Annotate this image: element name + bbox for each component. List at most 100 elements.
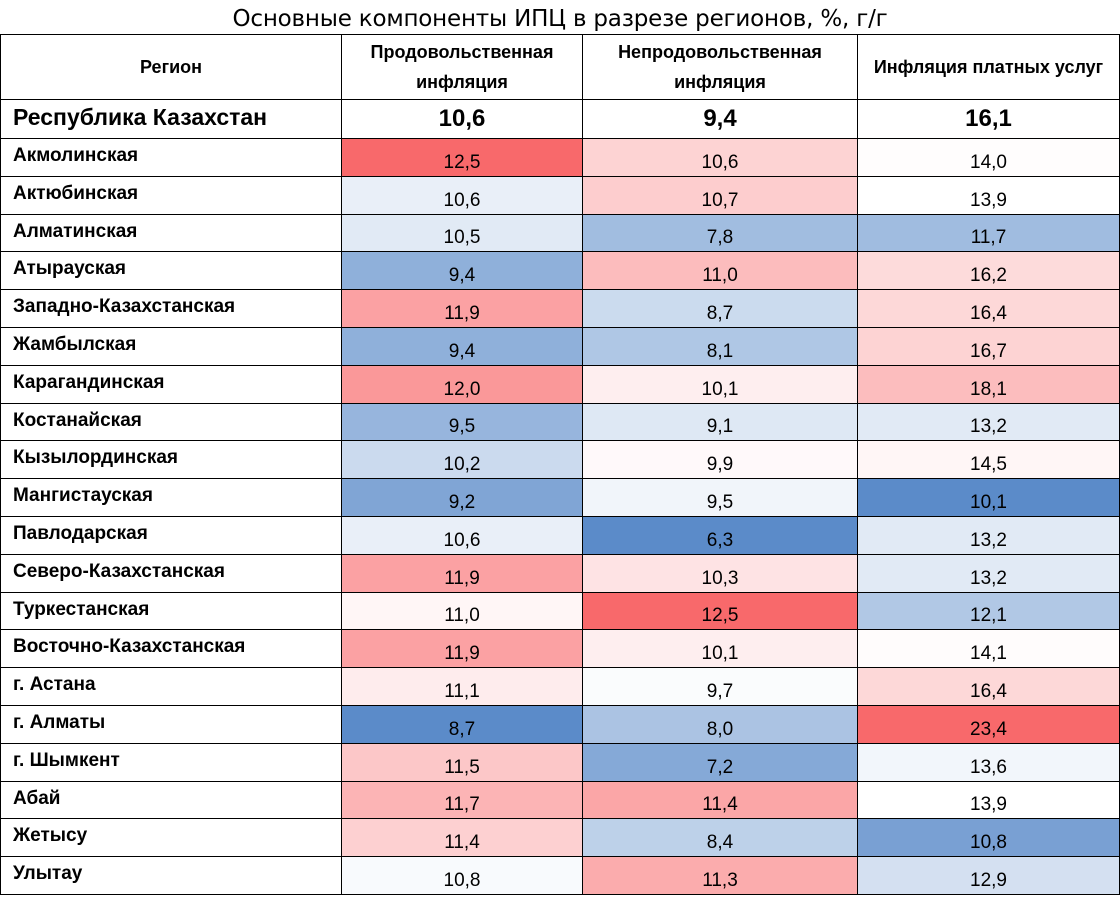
region-name: Атырауская xyxy=(0,251,342,291)
region-name: Карагандинская xyxy=(0,364,342,404)
table-row: Павлодарская 10,6 6,3 13,2 xyxy=(0,515,1120,555)
cell-services: 10,8 xyxy=(857,818,1120,858)
region-name: Улытау xyxy=(0,856,342,895)
total-food: 10,6 xyxy=(341,99,583,139)
cell-services: 11,7 xyxy=(857,213,1120,253)
cell-nonfood: 10,1 xyxy=(582,629,858,669)
region-name: Акмолинская xyxy=(0,138,342,177)
cell-food: 11,9 xyxy=(341,629,583,669)
cell-nonfood: 9,7 xyxy=(582,667,858,706)
cell-services: 23,4 xyxy=(857,704,1120,744)
cell-services: 18,1 xyxy=(857,364,1120,404)
cell-services: 13,9 xyxy=(857,780,1120,820)
region-name: Туркестанская xyxy=(0,591,342,631)
region-name: Жамбылская xyxy=(0,326,342,366)
region-name: Жетысу xyxy=(0,818,342,858)
cell-nonfood: 7,2 xyxy=(582,742,858,782)
cell-services: 12,1 xyxy=(857,591,1120,631)
cell-services: 16,4 xyxy=(857,289,1120,328)
cell-nonfood: 10,3 xyxy=(582,553,858,593)
table-row: Жетысу 11,4 8,4 10,8 xyxy=(0,818,1120,858)
cell-food: 9,4 xyxy=(341,251,583,291)
cell-food: 10,6 xyxy=(341,175,583,215)
header-row: Регион Продовольственная инфляция Непрод… xyxy=(0,34,1120,100)
cell-food: 10,5 xyxy=(341,213,583,253)
table-row: Восточно-Казахстанская 11,9 10,1 14,1 xyxy=(0,629,1120,669)
region-name: г. Астана xyxy=(0,667,342,706)
cell-nonfood: 8,4 xyxy=(582,818,858,858)
table-row: Туркестанская 11,0 12,5 12,1 xyxy=(0,591,1120,631)
cell-nonfood: 12,5 xyxy=(582,591,858,631)
table-row: Атырауская 9,4 11,0 16,2 xyxy=(0,251,1120,291)
total-nonfood: 9,4 xyxy=(582,99,858,139)
cell-nonfood: 11,3 xyxy=(582,856,858,895)
cell-food: 9,2 xyxy=(341,478,583,517)
table-row: Жамбылская 9,4 8,1 16,7 xyxy=(0,326,1120,366)
cell-food: 9,5 xyxy=(341,402,583,442)
cell-nonfood: 10,7 xyxy=(582,175,858,215)
cell-nonfood: 9,1 xyxy=(582,402,858,442)
table-row: Абай 11,7 11,4 13,9 xyxy=(0,780,1120,820)
total-services: 16,1 xyxy=(857,99,1120,139)
cell-food: 11,1 xyxy=(341,667,583,706)
cell-nonfood: 8,0 xyxy=(582,704,858,744)
region-name: Абай xyxy=(0,780,342,820)
cell-services: 13,9 xyxy=(857,175,1120,215)
table-row: Улытау 10,8 11,3 12,9 xyxy=(0,856,1120,895)
cell-services: 14,5 xyxy=(857,440,1120,480)
cell-food: 10,8 xyxy=(341,856,583,895)
cell-nonfood: 10,1 xyxy=(582,364,858,404)
cell-services: 10,1 xyxy=(857,478,1120,517)
cell-nonfood: 8,1 xyxy=(582,326,858,366)
cell-food: 11,0 xyxy=(341,591,583,631)
cell-services: 13,2 xyxy=(857,553,1120,593)
cpi-heatmap-table: Регион Продовольственная инфляция Непрод… xyxy=(0,34,1120,895)
region-name: Восточно-Казахстанская xyxy=(0,629,342,669)
table-row: Западно-Казахстанская 11,9 8,7 16,4 xyxy=(0,289,1120,328)
region-name: Мангистауская xyxy=(0,478,342,517)
header-nonfood-inflation: Непродовольственная инфляция xyxy=(582,34,858,100)
region-name: Северо-Казахстанская xyxy=(0,553,342,593)
cell-food: 11,9 xyxy=(341,553,583,593)
region-name: Кызылординская xyxy=(0,440,342,480)
table-row: Актюбинская 10,6 10,7 13,9 xyxy=(0,175,1120,215)
region-name: Западно-Казахстанская xyxy=(0,289,342,328)
header-region: Регион xyxy=(0,34,342,100)
region-name: Алматинская xyxy=(0,213,342,253)
cell-services: 12,9 xyxy=(857,856,1120,895)
cell-services: 16,2 xyxy=(857,251,1120,291)
cell-food: 11,4 xyxy=(341,818,583,858)
table-row: Кызылординская 10,2 9,9 14,5 xyxy=(0,440,1120,480)
cell-nonfood: 11,4 xyxy=(582,780,858,820)
cell-services: 13,2 xyxy=(857,515,1120,555)
cell-nonfood: 7,8 xyxy=(582,213,858,253)
cell-nonfood: 9,9 xyxy=(582,440,858,480)
table-row: Северо-Казахстанская 11,9 10,3 13,2 xyxy=(0,553,1120,593)
region-name: Павлодарская xyxy=(0,515,342,555)
cell-services: 16,4 xyxy=(857,667,1120,706)
cell-food: 12,0 xyxy=(341,364,583,404)
header-services-inflation: Инфляция платных услуг xyxy=(857,34,1120,100)
cell-food: 10,6 xyxy=(341,515,583,555)
cell-nonfood: 6,3 xyxy=(582,515,858,555)
cell-services: 13,6 xyxy=(857,742,1120,782)
cell-food: 11,7 xyxy=(341,780,583,820)
cell-services: 16,7 xyxy=(857,326,1120,366)
cell-food: 8,7 xyxy=(341,704,583,744)
region-name: Актюбинская xyxy=(0,175,342,215)
total-row: Республика Казахстан 10,6 9,4 16,1 xyxy=(0,99,1120,139)
cell-food: 10,2 xyxy=(341,440,583,480)
cell-nonfood: 9,5 xyxy=(582,478,858,517)
total-region: Республика Казахстан xyxy=(0,99,342,139)
header-food-inflation: Продовольственная инфляция xyxy=(341,34,583,100)
region-name: г. Алматы xyxy=(0,704,342,744)
table-row: Акмолинская 12,5 10,6 14,0 xyxy=(0,138,1120,177)
cell-services: 13,2 xyxy=(857,402,1120,442)
region-name: Костанайская xyxy=(0,402,342,442)
table-row: Карагандинская 12,0 10,1 18,1 xyxy=(0,364,1120,404)
table-row: Алматинская 10,5 7,8 11,7 xyxy=(0,213,1120,253)
table-row: Мангистауская 9,2 9,5 10,1 xyxy=(0,478,1120,517)
table-title: Основные компоненты ИПЦ в разрезе регион… xyxy=(232,6,888,32)
table-row: г. Алматы 8,7 8,0 23,4 xyxy=(0,704,1120,744)
cell-nonfood: 11,0 xyxy=(582,251,858,291)
